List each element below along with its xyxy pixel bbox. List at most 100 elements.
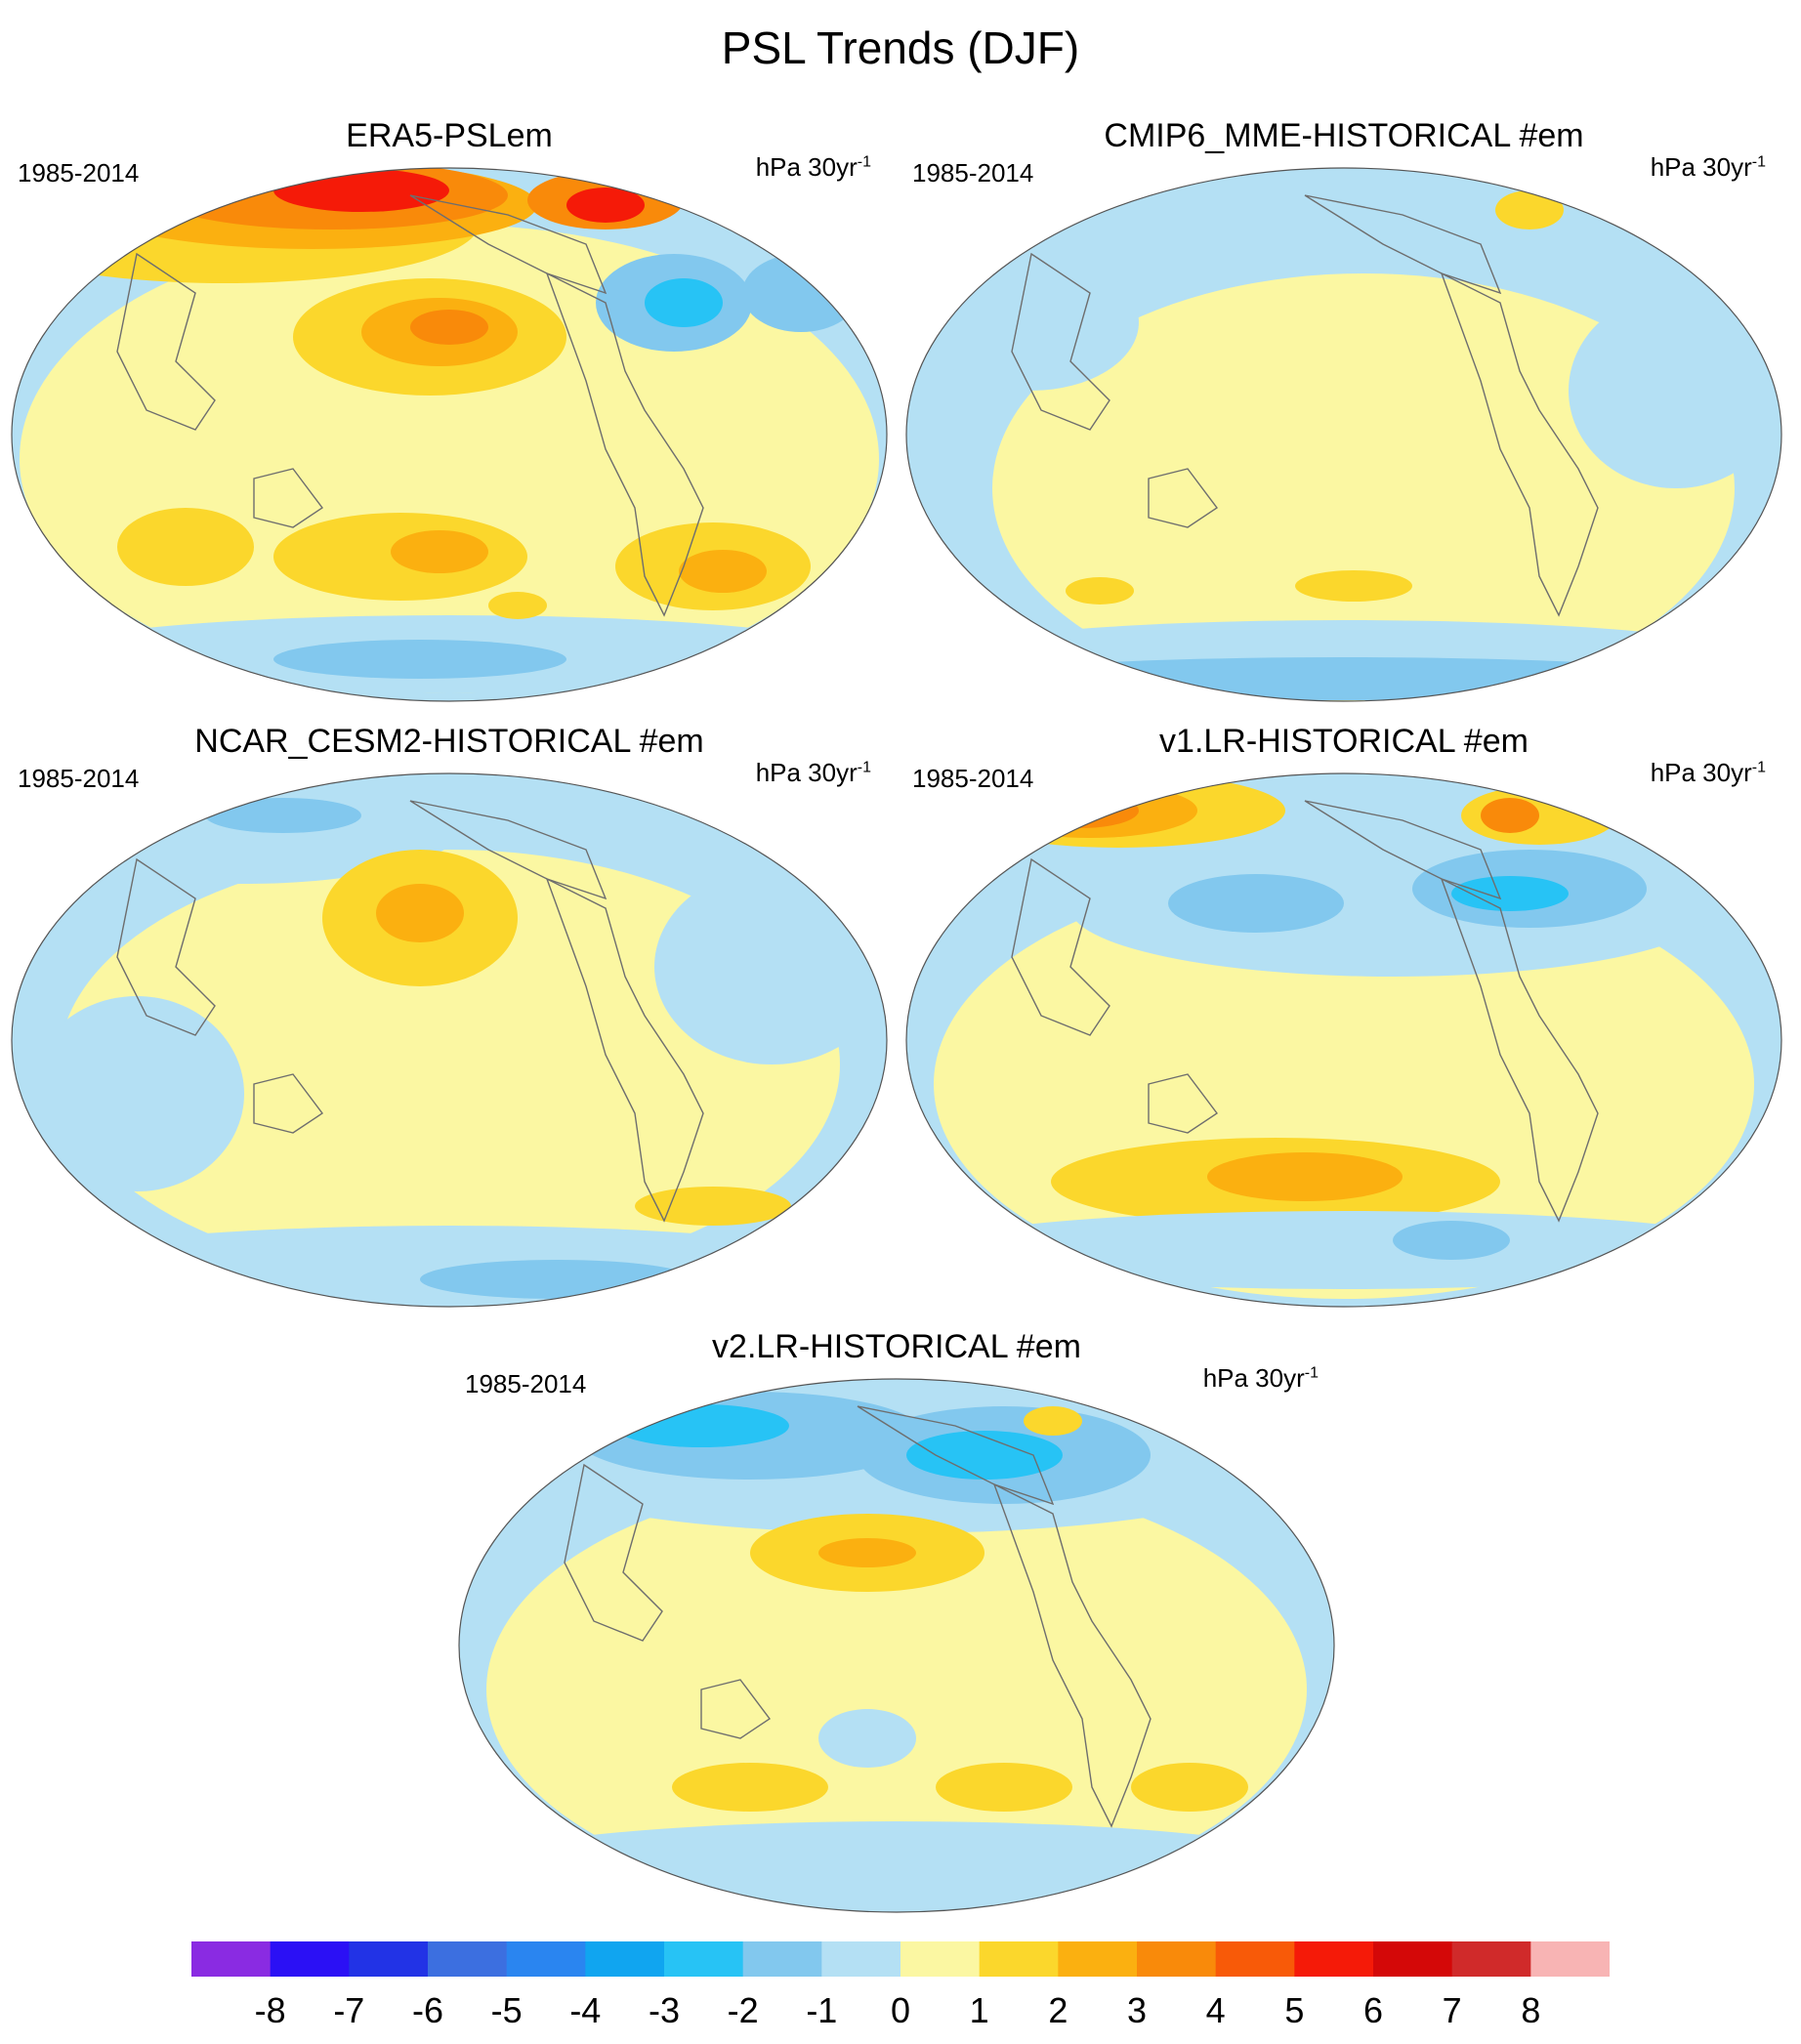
panel-period: 1985-2014 [912, 158, 1034, 188]
colorbar [191, 1941, 1610, 1977]
trend-contour [645, 278, 723, 327]
trend-contour [1495, 190, 1564, 229]
coastline [1304, 800, 1502, 900]
colorbar-tick-label: -2 [727, 1990, 759, 2030]
trend-contour [376, 884, 464, 942]
panel-title: v2.LR-HISTORICAL #em [712, 1328, 1081, 1365]
colorbar-swatch [1373, 1941, 1453, 1977]
panel-period: 1985-2014 [465, 1369, 587, 1398]
colorbar-tick-label: -4 [569, 1990, 602, 2030]
colorbar-swatch [349, 1941, 429, 1977]
panel-units: hPa 30yr-1 [755, 758, 871, 787]
trend-contour [59, 850, 840, 1279]
colorbar-swatch [979, 1941, 1059, 1977]
colorbar-tick-label: -1 [806, 1990, 838, 2030]
panel-units: hPa 30yr-1 [1650, 152, 1766, 182]
colorbar-tick-label: 8 [1521, 1990, 1541, 2030]
panel-units: hPa 30yr-1 [755, 152, 871, 182]
coastline [1011, 252, 1110, 431]
panel-title: CMIP6_MME-HISTORICAL #em [1104, 117, 1584, 154]
coastline [253, 468, 324, 528]
colorbar-swatch [1137, 1941, 1217, 1977]
colorbar-swatch [821, 1941, 901, 1977]
coastline [857, 1405, 1055, 1506]
colorbar-swatch [1451, 1941, 1531, 1977]
map [458, 1378, 1335, 1913]
colorbar-swatch [428, 1941, 508, 1977]
colorbar-tick-label: -8 [254, 1990, 286, 2030]
colorbar-tick-label: -7 [333, 1990, 365, 2030]
panel-units: hPa 30yr-1 [1202, 1363, 1319, 1393]
trend-contour [1131, 1763, 1248, 1812]
colorbar-swatch [664, 1941, 744, 1977]
trend-contour [973, 657, 1715, 700]
coastline [564, 1463, 663, 1642]
trend-contour [29, 996, 244, 1191]
colorbar-swatch [742, 1941, 822, 1977]
colorbar-tick-label: 6 [1362, 1990, 1384, 2030]
map [905, 167, 1782, 702]
trend-contour [420, 1260, 693, 1299]
map-border [11, 772, 888, 1308]
panel-era5: ERA5-PSLem 1985-2014 hPa 30yr-1 [0, 117, 899, 713]
trend-contour [613, 1404, 789, 1447]
trend-contour [679, 550, 767, 593]
trend-contour [566, 188, 645, 223]
trend-contour [488, 592, 547, 619]
trend-contour [1451, 876, 1569, 911]
trend-contour [117, 508, 254, 586]
trend-contour [273, 640, 566, 679]
colorbar-tick-label: -6 [411, 1990, 443, 2030]
map [11, 167, 888, 702]
panel-v1-lr: v1.LR-HISTORICAL #em 1985-2014 hPa 30yr-… [895, 723, 1793, 1318]
colorbar-tick-label: 5 [1284, 1990, 1305, 2030]
map-border [905, 772, 1782, 1308]
trend-contour [1207, 1152, 1403, 1201]
trend-contour [1569, 293, 1781, 488]
trend-contour [1066, 577, 1134, 605]
colorbar-swatch [270, 1941, 350, 1977]
coastline [992, 1482, 1152, 1828]
panel-title: ERA5-PSLem [346, 117, 553, 154]
coastline [1440, 877, 1599, 1223]
trend-contour [1168, 874, 1344, 933]
coastline [1148, 1073, 1219, 1134]
colorbar-tick-label: 1 [969, 1990, 989, 2030]
coastline [116, 252, 216, 431]
colorbar-tick-label: 7 [1442, 1990, 1462, 2030]
trend-contour [983, 783, 1197, 838]
map-border [458, 1378, 1335, 1913]
panel-period: 1985-2014 [912, 764, 1034, 793]
trend-contour [391, 530, 488, 573]
trend-contour [742, 254, 859, 332]
coastline [1440, 271, 1599, 617]
coastline [545, 271, 704, 617]
coastline [116, 857, 216, 1036]
trend-contour [818, 1538, 916, 1567]
colorbar-tick-label: 3 [1126, 1990, 1148, 2030]
panel-period: 1985-2014 [18, 158, 140, 188]
trend-contour [477, 1821, 1317, 1909]
trend-contour [924, 254, 1139, 391]
panel-v2-lr: v2.LR-HISTORICAL #em 1985-2014 hPa 30yr-… [447, 1328, 1346, 1924]
coastline [409, 194, 607, 295]
map [905, 772, 1782, 1308]
colorbar-swatch [900, 1941, 981, 1977]
coastline [545, 877, 704, 1223]
trend-contour [672, 1763, 828, 1812]
colorbar-swatch [585, 1941, 665, 1977]
colorbar-swatch [1294, 1941, 1374, 1977]
colorbar-tick-label: 4 [1205, 1990, 1226, 2030]
panel-period: 1985-2014 [18, 764, 140, 793]
trend-contour [1024, 1406, 1082, 1436]
map-border [905, 167, 1782, 702]
panel-ncar-cesm2: NCAR_CESM2-HISTORICAL #em 1985-2014 hPa … [0, 723, 899, 1318]
map [11, 772, 888, 1308]
coastline [253, 1073, 324, 1134]
trend-contour [936, 1763, 1072, 1812]
trend-contour [924, 1211, 1764, 1289]
map-border [11, 167, 888, 702]
trend-contour [635, 1187, 791, 1226]
figure-title: PSL Trends (DJF) [721, 22, 1080, 73]
trend-contour [1393, 1221, 1510, 1260]
